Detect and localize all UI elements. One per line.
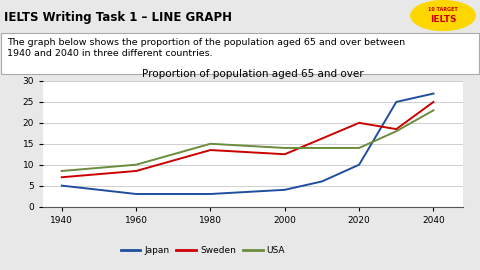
FancyBboxPatch shape: [1, 33, 479, 74]
Title: Proportion of population aged 65 and over: Proportion of population aged 65 and ove…: [143, 69, 364, 79]
Circle shape: [411, 1, 475, 31]
Legend: Japan, Sweden, USA: Japan, Sweden, USA: [117, 242, 288, 259]
Text: IELTS Writing Task 1 – LINE GRAPH: IELTS Writing Task 1 – LINE GRAPH: [4, 11, 232, 23]
Text: IELTS: IELTS: [430, 15, 456, 24]
Text: 10 TARGET: 10 TARGET: [428, 8, 458, 12]
Text: The graph below shows the proportion of the population aged 65 and over between
: The graph below shows the proportion of …: [7, 38, 405, 58]
